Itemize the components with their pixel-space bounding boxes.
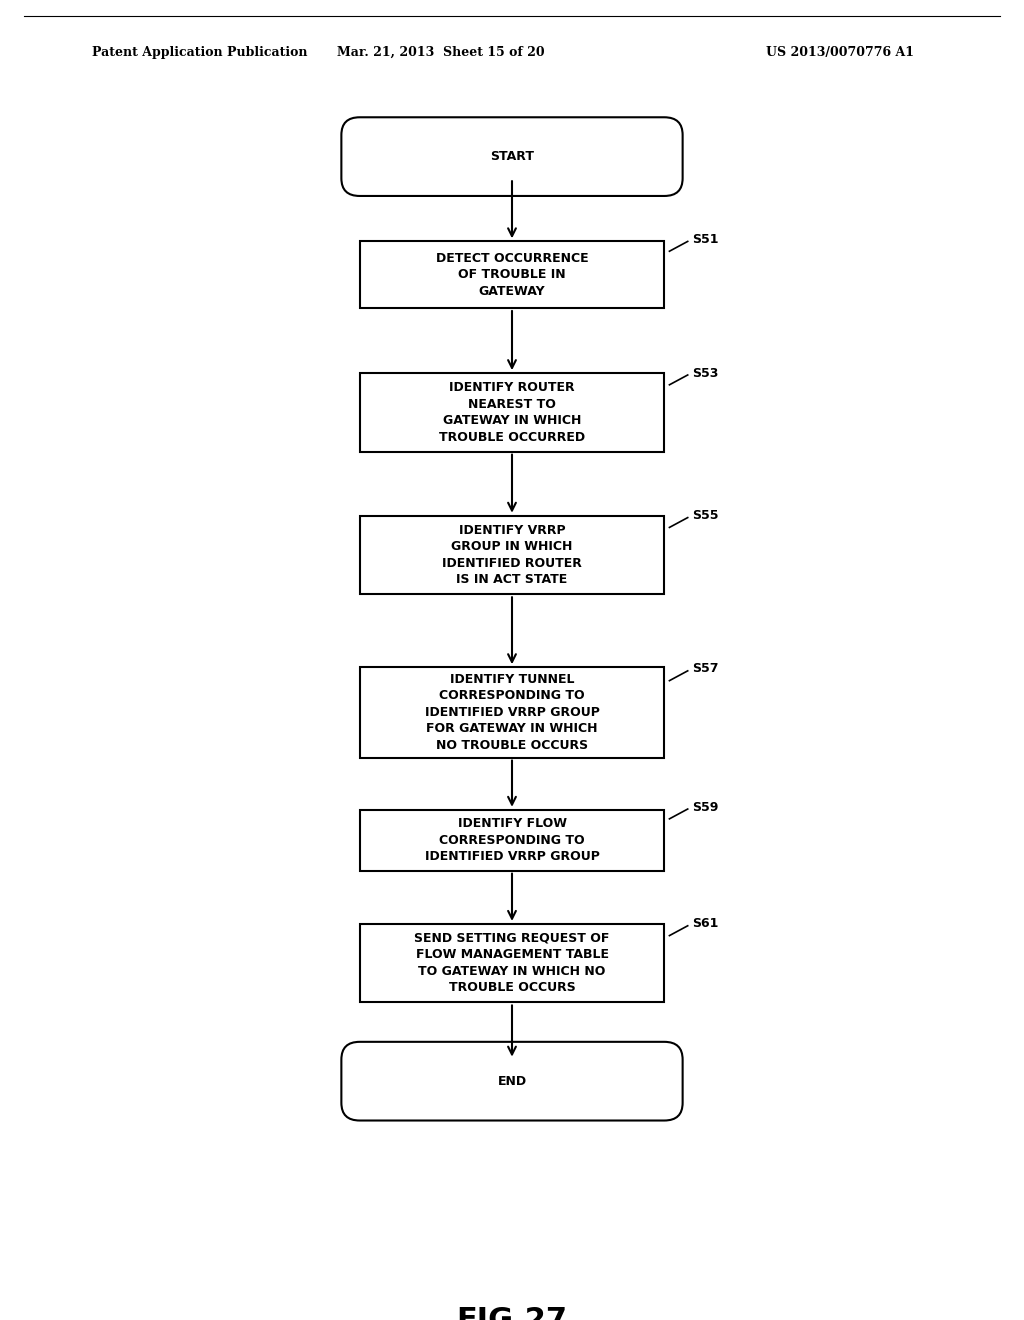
Text: S61: S61 — [692, 917, 718, 931]
Text: SEND SETTING REQUEST OF
FLOW MANAGEMENT TABLE
TO GATEWAY IN WHICH NO
TROUBLE OCC: SEND SETTING REQUEST OF FLOW MANAGEMENT … — [415, 932, 609, 994]
Text: S55: S55 — [692, 510, 718, 523]
Text: END: END — [498, 1074, 526, 1088]
Text: Patent Application Publication: Patent Application Publication — [92, 46, 307, 59]
Text: S59: S59 — [692, 800, 718, 813]
Text: DETECT OCCURRENCE
OF TROUBLE IN
GATEWAY: DETECT OCCURRENCE OF TROUBLE IN GATEWAY — [435, 252, 589, 297]
Text: IDENTIFY VRRP
GROUP IN WHICH
IDENTIFIED ROUTER
IS IN ACT STATE: IDENTIFY VRRP GROUP IN WHICH IDENTIFIED … — [442, 524, 582, 586]
Text: START: START — [490, 150, 534, 164]
Text: IDENTIFY FLOW
CORRESPONDING TO
IDENTIFIED VRRP GROUP: IDENTIFY FLOW CORRESPONDING TO IDENTIFIE… — [425, 817, 599, 863]
Text: IDENTIFY ROUTER
NEAREST TO
GATEWAY IN WHICH
TROUBLE OCCURRED: IDENTIFY ROUTER NEAREST TO GATEWAY IN WH… — [439, 381, 585, 444]
Bar — [359, 809, 665, 871]
Bar — [359, 667, 665, 758]
Text: S57: S57 — [692, 663, 718, 676]
Text: S53: S53 — [692, 367, 718, 380]
FancyBboxPatch shape — [341, 1041, 683, 1121]
Text: FIG.27: FIG.27 — [457, 1305, 567, 1320]
Bar — [359, 516, 665, 594]
Bar — [359, 374, 665, 451]
Bar — [359, 242, 665, 308]
Text: S51: S51 — [692, 232, 718, 246]
Bar — [359, 924, 665, 1002]
FancyBboxPatch shape — [341, 117, 683, 195]
Text: US 2013/0070776 A1: US 2013/0070776 A1 — [766, 46, 913, 59]
Text: Mar. 21, 2013  Sheet 15 of 20: Mar. 21, 2013 Sheet 15 of 20 — [337, 46, 544, 59]
Text: IDENTIFY TUNNEL
CORRESPONDING TO
IDENTIFIED VRRP GROUP
FOR GATEWAY IN WHICH
NO T: IDENTIFY TUNNEL CORRESPONDING TO IDENTIF… — [425, 673, 599, 752]
